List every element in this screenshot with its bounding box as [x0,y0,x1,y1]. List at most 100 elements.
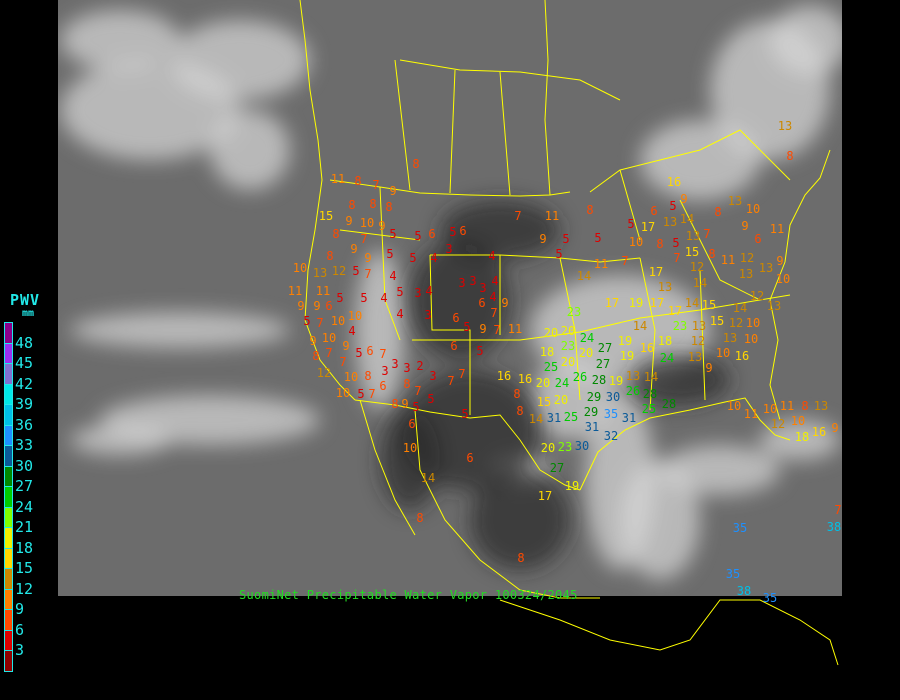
station-pwv-value: 25 [642,402,656,416]
station-pwv-value: 15 [319,209,333,223]
station-pwv-value: 9 [680,192,687,206]
station-pwv-value: 17 [668,304,682,318]
station-pwv-value: 4 [425,284,432,298]
station-pwv-value: 23 [567,305,581,319]
station-pwv-value: 13 [728,194,742,208]
station-pwv-value: 14 [693,276,707,290]
station-pwv-value: 6 [428,227,435,241]
station-pwv-value: 7 [834,503,841,517]
station-pwv-value: 28 [662,397,676,411]
station-pwv-value: 4 [348,324,355,338]
station-pwv-value: 8 [801,399,808,413]
station-pwv-value: 16 [640,341,654,355]
station-pwv-value: 10 [331,314,345,328]
station-pwv-value: 10 [744,332,758,346]
station-pwv-value: 5 [672,236,679,250]
station-pwv-value: 13 [692,319,706,333]
station-pwv-value: 13 [759,261,773,275]
station-pwv-value: 9 [705,361,712,375]
station-pwv-value: 14 [644,370,658,384]
station-pwv-value: 16 [518,372,532,386]
station-pwv-value: 20 [554,393,568,407]
station-pwv-value: 9 [378,219,385,233]
legend-swatch [4,547,13,569]
station-pwv-value: 8 [516,404,523,418]
station-pwv-value: 5 [303,314,310,328]
legend-swatch [4,568,13,590]
station-pwv-value: 8 [517,551,524,565]
station-pwv-value: 11 [331,172,345,186]
station-pwv-value: 20 [541,441,555,455]
station-pwv-value: 10 [336,386,350,400]
station-pwv-value: 6 [452,311,459,325]
station-pwv-value: 14 [733,301,747,315]
station-pwv-value: 3 [414,286,421,300]
station-pwv-value: 17 [538,489,552,503]
station-pwv-value: 4 [489,290,496,304]
station-pwv-value: 20 [579,346,593,360]
station-pwv-value: 5 [476,344,483,358]
station-pwv-value: 6 [650,204,657,218]
station-pwv-value: 13 [723,331,737,345]
station-pwv-value: 5 [627,217,634,231]
station-pwv-value: 6 [450,339,457,353]
station-pwv-value: 14 [685,296,699,310]
station-pwv-value: 5 [357,387,364,401]
station-pwv-value: 6 [379,379,386,393]
legend-swatch [4,629,13,651]
station-pwv-value: 23 [673,319,687,333]
station-pwv-value: 12 [750,289,764,303]
station-pwv-value: 14 [680,212,694,226]
station-pwv-value: 10 [716,346,730,360]
legend-swatch [4,609,13,631]
station-pwv-value: 10 [293,261,307,275]
legend-title: PWV [10,291,41,309]
legend-label: 27 [15,477,34,495]
legend-swatch [4,342,13,364]
station-pwv-value: 7 [703,227,710,241]
legend-swatch [4,445,13,467]
station-pwv-value: 31 [585,420,599,434]
boundary-line [299,0,356,401]
station-pwv-value: 29 [584,405,598,419]
station-pwv-value: 7 [414,384,421,398]
station-pwv-value: 8 [369,197,376,211]
station-pwv-value: 10 [403,441,417,455]
station-pwv-value: 10 [344,370,358,384]
station-pwv-value: 5 [360,291,367,305]
station-pwv-value: 3 [458,276,465,290]
station-pwv-value: 32 [604,429,618,443]
station-pwv-value: 7 [379,347,386,361]
station-pwv-value: 8 [348,198,355,212]
station-pwv-value: 29 [587,390,601,404]
legend-swatch [4,322,13,344]
station-pwv-value: 5 [389,227,396,241]
station-pwv-value: 7 [364,267,371,281]
station-pwv-value: 19 [609,374,623,388]
station-pwv-value: 13 [814,399,828,413]
legend-label: 9 [15,600,25,618]
legend-label: 24 [15,497,34,516]
station-pwv-value: 5 [555,247,562,261]
station-pwv-value: 9 [297,299,304,313]
legend-label: 36 [15,415,34,434]
station-pwv-value: 20 [536,376,550,390]
legend-label: 39 [15,395,34,413]
station-pwv-value: 10 [727,399,741,413]
boundary-line [429,254,471,415]
station-pwv-value: 15 [710,314,724,328]
station-pwv-value: 7 [490,306,497,320]
station-pwv-value: 6 [478,296,485,310]
station-pwv-value: 7 [368,387,375,401]
station-pwv-value: 6 [459,224,466,238]
station-pwv-value: 13 [686,229,700,243]
station-pwv-value: 30 [575,439,589,453]
station-pwv-value: 2 [416,359,423,373]
station-pwv-value: 10 [776,272,790,286]
station-pwv-value: 11 [288,284,302,298]
station-pwv-value: 3 [469,274,476,288]
station-pwv-value: 8 [416,511,423,525]
station-pwv-value: 3 [445,242,452,256]
station-pwv-value: 3 [429,369,436,383]
station-pwv-value: 15 [685,245,699,259]
